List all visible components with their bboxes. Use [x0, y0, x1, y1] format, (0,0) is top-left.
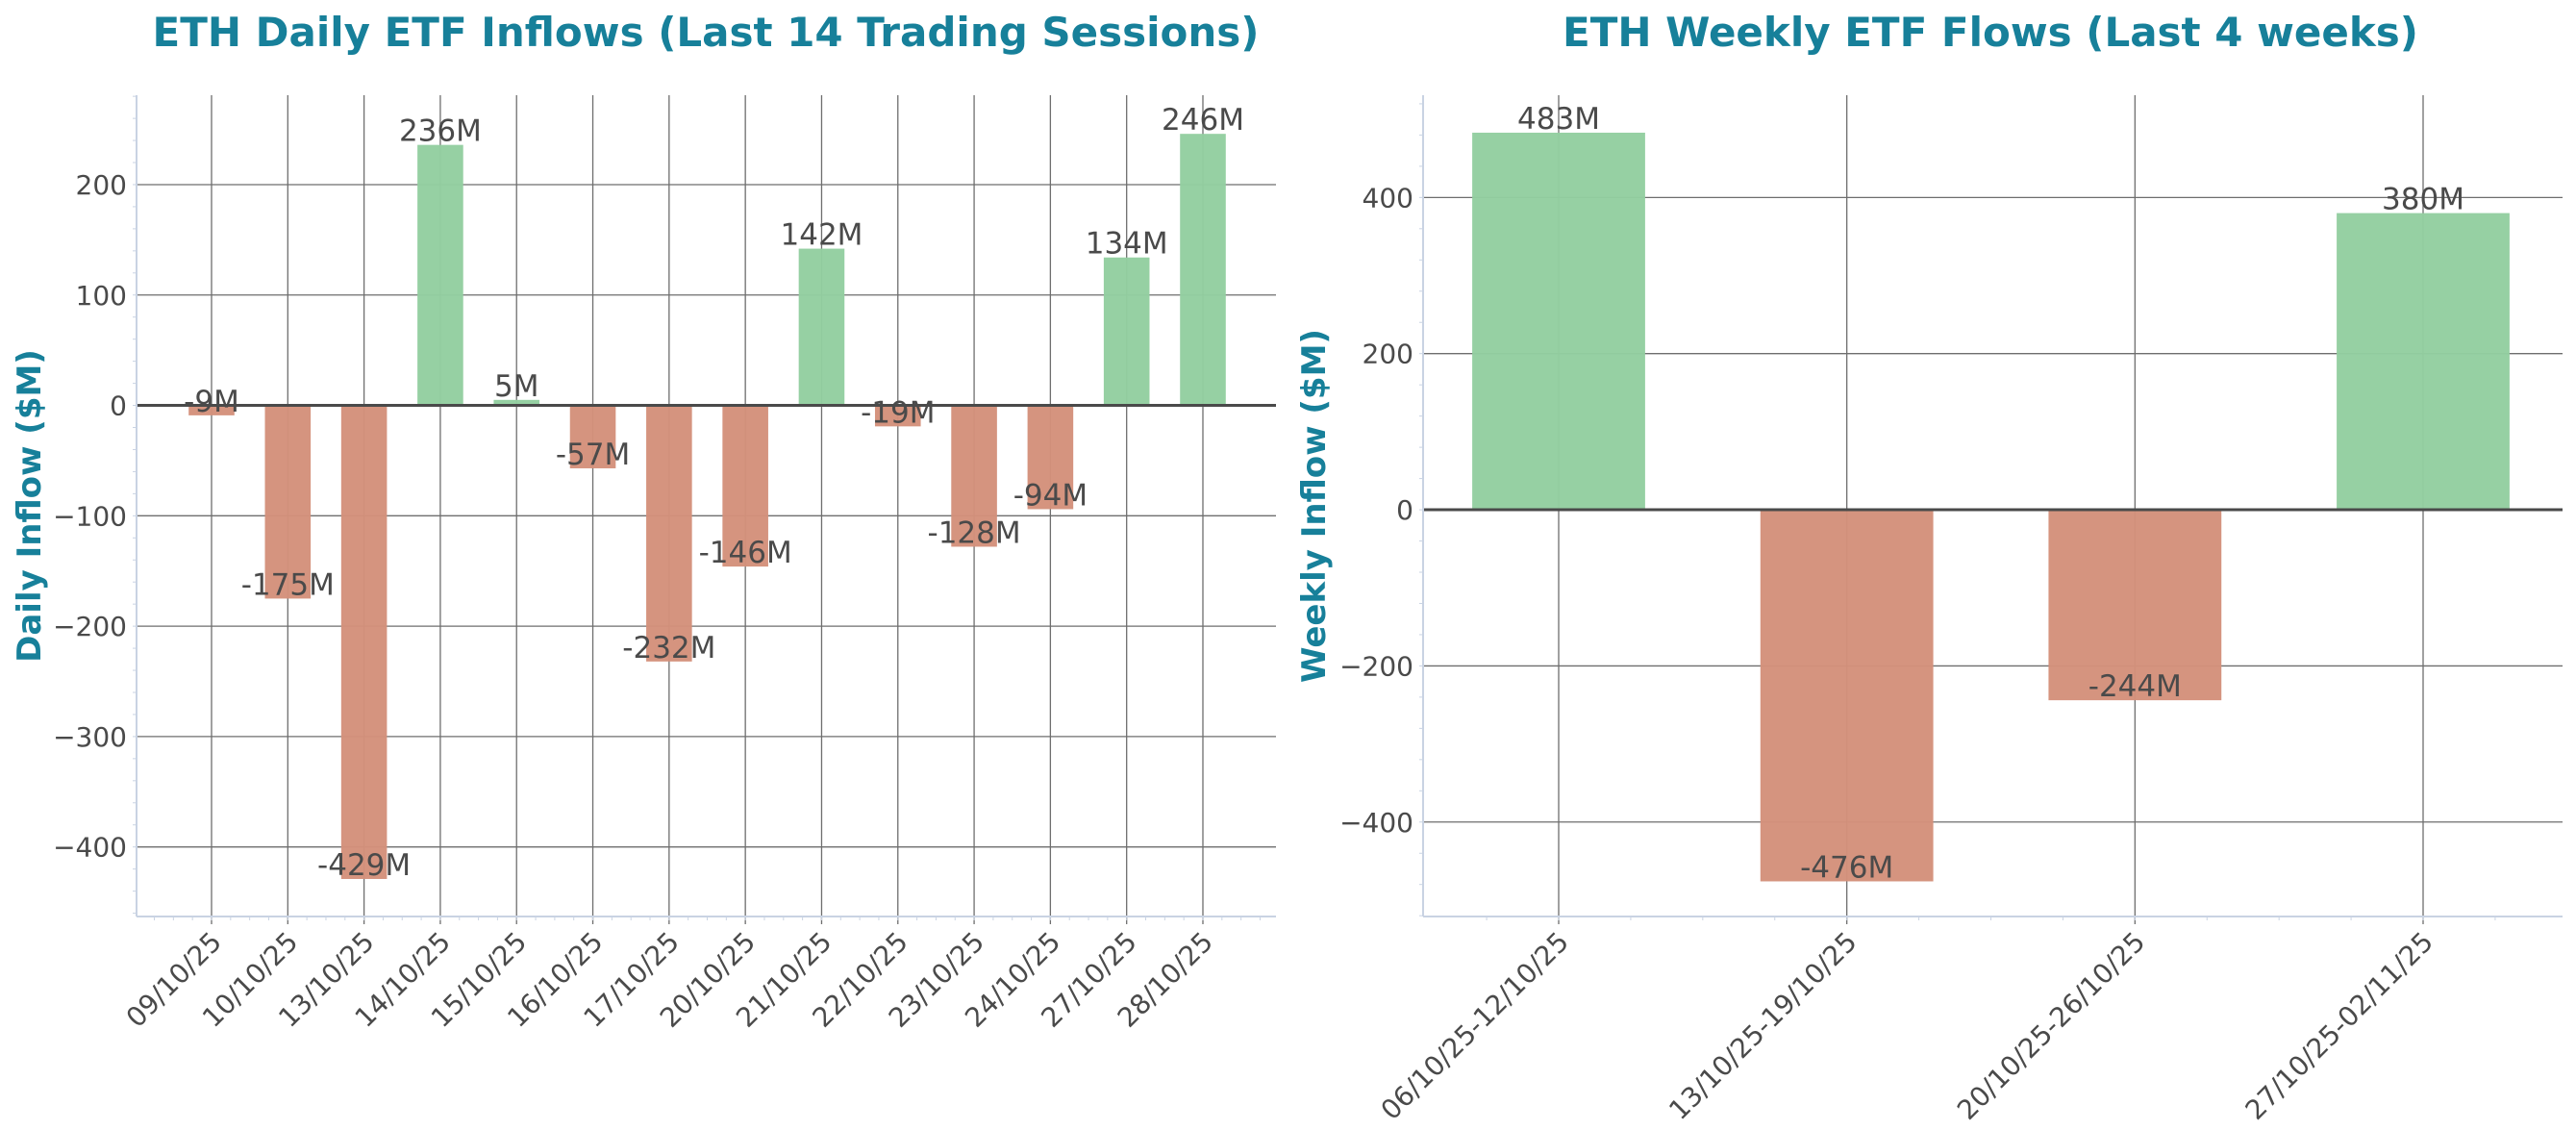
bar-value-label: -94M — [1013, 478, 1088, 513]
y-tick-label: −200 — [1339, 650, 1413, 682]
bar-value-label: -128M — [928, 515, 1021, 550]
bar — [417, 144, 463, 406]
bar-value-label: -232M — [622, 631, 715, 665]
bar — [1180, 134, 1226, 406]
weekly-flows-chart: ETH Weekly ETF Flows (Last 4 weeks) Week… — [1295, 9, 2563, 1126]
bar-value-label: -175M — [241, 567, 335, 602]
x-tick-label: 06/10/25-12/10/25 — [1375, 926, 1575, 1126]
daily-inflows-chart: ETH Daily ETF Inflows (Last 14 Trading S… — [11, 9, 1276, 1034]
bar — [798, 248, 845, 406]
y-tick-label: −400 — [1339, 807, 1413, 839]
y-tick-label: 200 — [1363, 339, 1413, 370]
y-tick-label: −200 — [53, 611, 127, 642]
bar — [951, 405, 997, 547]
bar-value-label: -9M — [184, 385, 239, 419]
bar — [1760, 510, 1934, 882]
bar — [722, 405, 768, 567]
chart-title: ETH Weekly ETF Flows (Last 4 weeks) — [1563, 9, 2418, 56]
bar-value-label: 134M — [1086, 227, 1168, 262]
bar-value-label: -244M — [2088, 669, 2182, 704]
y-axis-label: Daily Inflow ($M) — [11, 349, 49, 663]
y-tick-label: −100 — [53, 500, 127, 532]
bar-value-label: -19M — [861, 395, 935, 430]
x-tick-label: 13/10/25-19/10/25 — [1663, 926, 1863, 1126]
bar-value-label: -146M — [699, 536, 792, 570]
y-axis-label: Weekly Inflow ($M) — [1295, 329, 1334, 683]
bar — [646, 405, 692, 662]
bar — [569, 405, 616, 468]
y-tick-label: 200 — [76, 169, 127, 201]
bar-value-label: 5M — [494, 369, 538, 404]
bar-value-label: -429M — [317, 848, 411, 883]
bar-value-label: -57M — [556, 438, 630, 472]
bar-value-label: 142M — [781, 218, 863, 253]
bar — [188, 405, 235, 415]
bar-value-label: 380M — [2382, 183, 2464, 217]
bar-value-label: -476M — [1800, 850, 1893, 885]
bar-value-label: 246M — [1162, 103, 1244, 138]
bar — [493, 399, 540, 406]
bar — [874, 405, 921, 427]
chart-title: ETH Daily ETF Inflows (Last 14 Trading S… — [153, 9, 1260, 56]
y-tick-label: 100 — [76, 280, 127, 312]
bar — [264, 405, 312, 599]
bar — [2048, 510, 2222, 701]
y-tick-label: 400 — [1363, 182, 1413, 213]
y-tick-label: −300 — [53, 721, 127, 753]
bar — [1027, 405, 1074, 510]
x-tick-label: 27/10/25-02/11/25 — [2239, 926, 2439, 1126]
bar — [1472, 132, 1645, 511]
x-tick-label: 20/10/25-26/10/25 — [1951, 926, 2151, 1126]
y-tick-label: −400 — [53, 832, 127, 864]
bar — [340, 405, 388, 879]
y-tick-label: 0 — [1396, 494, 1413, 526]
bar-value-label: 483M — [1517, 102, 1600, 137]
bar-value-label: 236M — [399, 114, 482, 149]
bar — [2337, 213, 2510, 511]
bar — [1103, 257, 1150, 406]
y-tick-label: 0 — [110, 390, 127, 422]
